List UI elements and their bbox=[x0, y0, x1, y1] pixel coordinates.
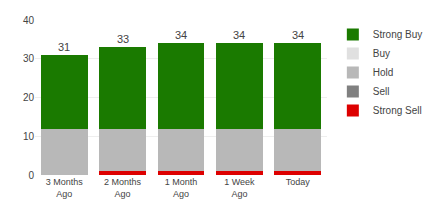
svg-text:33: 33 bbox=[117, 33, 129, 45]
svg-text:1 MonthAgo: 1 MonthAgo bbox=[165, 177, 198, 199]
svg-text:2 MonthsAgo: 2 MonthsAgo bbox=[104, 177, 142, 199]
svg-text:1 WeekAgo: 1 WeekAgo bbox=[224, 177, 255, 199]
svg-text:Hold: Hold bbox=[373, 67, 394, 78]
svg-text:10: 10 bbox=[23, 131, 35, 142]
svg-text:Strong Sell: Strong Sell bbox=[373, 105, 422, 116]
svg-text:Strong Buy: Strong Buy bbox=[373, 29, 422, 40]
svg-text:20: 20 bbox=[23, 92, 35, 103]
svg-text:40: 40 bbox=[23, 15, 35, 26]
svg-text:0: 0 bbox=[28, 170, 34, 181]
svg-text:3 MonthsAgo: 3 MonthsAgo bbox=[46, 177, 84, 199]
svg-text:34: 34 bbox=[233, 29, 245, 41]
svg-text:31: 31 bbox=[58, 41, 70, 53]
svg-text:Buy: Buy bbox=[373, 48, 390, 59]
svg-text:30: 30 bbox=[23, 53, 35, 64]
svg-text:Today: Today bbox=[286, 177, 311, 187]
svg-text:34: 34 bbox=[175, 29, 187, 41]
svg-text:Sell: Sell bbox=[373, 86, 390, 97]
svg-text:34: 34 bbox=[292, 29, 304, 41]
